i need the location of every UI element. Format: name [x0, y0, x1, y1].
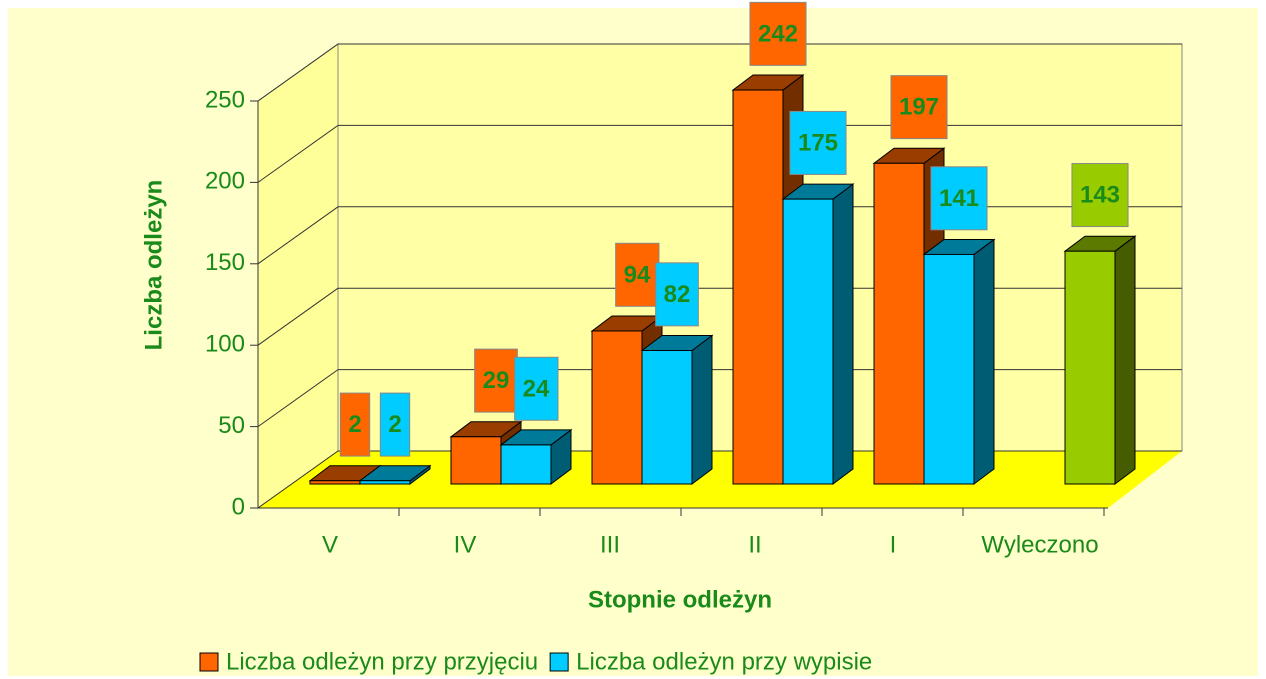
data-label-box [655, 262, 699, 327]
bar-side [691, 334, 713, 485]
y-tick-label: 0 [232, 493, 245, 520]
x-tick-label: III [600, 531, 620, 558]
data-label: 94 [624, 261, 651, 288]
grid-line [257, 43, 339, 102]
legend-swatch [549, 652, 569, 672]
y-tick-label: 200 [205, 168, 245, 195]
data-label: 242 [758, 20, 798, 47]
x-tick-label: IV [454, 531, 477, 558]
data-label-box [1071, 163, 1129, 228]
x-tick-label: I [890, 531, 897, 558]
bar [873, 162, 925, 485]
bar [309, 480, 361, 485]
bar [1064, 250, 1116, 485]
grid-line [257, 124, 339, 183]
data-label: 24 [523, 375, 550, 402]
data-label: 29 [483, 367, 510, 394]
data-label: 175 [798, 129, 838, 156]
grid-line [257, 450, 339, 509]
data-label-box [615, 242, 660, 307]
y-tick-label: 250 [205, 86, 245, 113]
legend-swatch [199, 652, 219, 672]
legend-label: Liczba odleżyn przy przyjęciu [226, 648, 538, 675]
data-label: 82 [664, 281, 691, 308]
data-label-box [930, 166, 988, 231]
y-tick-label: 150 [205, 249, 245, 276]
data-label-box [749, 1, 807, 66]
data-label: 2 [388, 411, 401, 438]
x-axis-title: Stopnie odleżyn [588, 586, 772, 613]
data-label: 141 [939, 185, 979, 212]
bar [782, 198, 834, 485]
bar-side [832, 183, 854, 485]
left-wall [257, 43, 339, 509]
bar [591, 330, 643, 485]
bar [732, 89, 784, 485]
grid-line [257, 206, 339, 265]
data-label-box [890, 75, 948, 140]
y-axis-title: Liczba odleżyn [140, 180, 167, 351]
data-label-box [474, 348, 518, 413]
bar-side [1114, 235, 1136, 485]
bar [500, 444, 552, 485]
grid-line [257, 369, 339, 428]
data-label: 2 [348, 411, 361, 438]
x-tick-label: II [748, 531, 761, 558]
legend-label: Liczba odleżyn przy wypisie [576, 648, 872, 675]
data-label: 143 [1080, 182, 1120, 209]
bar [359, 480, 411, 485]
legend: Liczba odleżyn przy przyjęciu Liczba odle… [199, 648, 872, 675]
x-tick-label: Wyleczono [981, 531, 1098, 558]
data-label-box [789, 110, 847, 175]
y-tick-label: 100 [205, 331, 245, 358]
grid-line [257, 287, 339, 346]
bar [641, 350, 693, 485]
bar [923, 253, 975, 485]
bar [450, 436, 502, 485]
bar-side [973, 238, 995, 485]
y-tick-label: 50 [218, 412, 245, 439]
data-label-box [379, 392, 411, 457]
x-tick-label: V [322, 531, 338, 558]
data-label-box [339, 392, 371, 457]
data-label-box [514, 356, 559, 421]
data-label: 197 [899, 94, 939, 121]
